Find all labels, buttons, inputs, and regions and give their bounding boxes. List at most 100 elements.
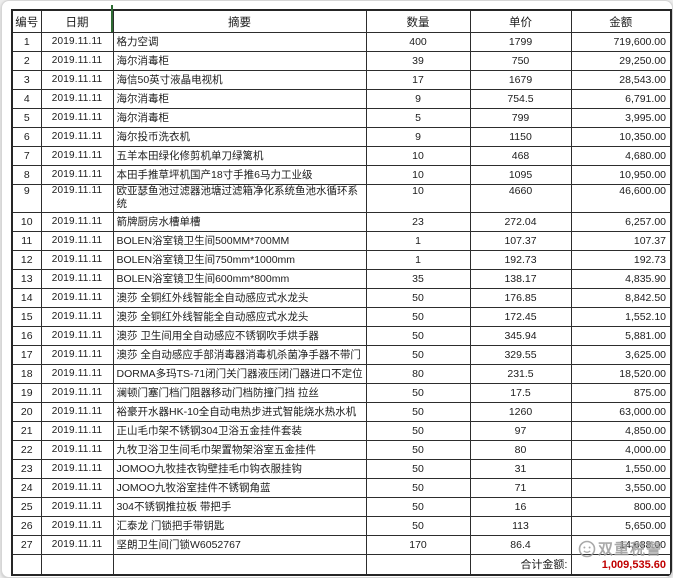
cell-qty[interactable]: 9 (365, 127, 471, 147)
cell-qty[interactable]: 50 (365, 516, 471, 536)
cell-summary[interactable]: 五羊本田绿化修剪机单刀绿篱机 (112, 146, 367, 166)
cell-price[interactable]: 31 (469, 459, 572, 479)
cell-price[interactable]: 754.5 (469, 89, 572, 109)
cell-id[interactable]: 6 (11, 127, 42, 147)
cell-price[interactable]: 172.45 (469, 307, 572, 327)
cell-summary[interactable]: DORMA多玛TS-71闭门关门器液压闭门器进口不定位 (112, 364, 367, 384)
cell-id[interactable]: 12 (11, 250, 42, 270)
cell-amount[interactable]: 46,600.00 (570, 184, 672, 213)
header-summary[interactable]: 摘要 (112, 9, 367, 33)
cell-date[interactable]: 2019.11.11 (40, 184, 114, 213)
cell-qty[interactable]: 50 (365, 288, 471, 308)
cell-amount[interactable]: 192.73 (570, 250, 672, 270)
header-qty[interactable]: 数量 (365, 9, 471, 33)
cell-qty[interactable]: 50 (365, 307, 471, 327)
cell-date[interactable]: 2019.11.11 (40, 108, 114, 128)
cell-amount[interactable]: 6,257.00 (570, 212, 672, 232)
cell-summary[interactable]: 箭牌厨房水槽单槽 (112, 212, 367, 232)
cell-price[interactable]: 345.94 (469, 326, 572, 346)
cell-summary[interactable]: 澳莎 全自动感应手部消毒器消毒机杀菌净手器不带门 (112, 345, 367, 365)
cell-amount[interactable]: 14,688.00 (570, 535, 672, 555)
cell-id[interactable]: 24 (11, 478, 42, 498)
cell-amount[interactable]: 4,835.90 (570, 269, 672, 289)
cell-amount[interactable]: 5,881.00 (570, 326, 672, 346)
cell-id[interactable]: 23 (11, 459, 42, 479)
cell-amount[interactable]: 29,250.00 (570, 51, 672, 71)
cell-date[interactable]: 2019.11.11 (40, 402, 114, 422)
cell-qty[interactable]: 39 (365, 51, 471, 71)
cell-amount[interactable]: 63,000.00 (570, 402, 672, 422)
cell-qty[interactable]: 50 (365, 326, 471, 346)
cell-date[interactable]: 2019.11.11 (40, 212, 114, 232)
cell-price[interactable]: 231.5 (469, 364, 572, 384)
cell-amount[interactable]: 4,850.00 (570, 421, 672, 441)
cell-date[interactable]: 2019.11.11 (40, 146, 114, 166)
cell-date[interactable]: 2019.11.11 (40, 70, 114, 90)
cell-id[interactable]: 9 (11, 184, 42, 213)
cell-summary[interactable]: 澳莎 全铜红外线智能全自动感应式水龙头 (112, 288, 367, 308)
cell-amount[interactable]: 10,350.00 (570, 127, 672, 147)
cell-qty[interactable]: 10 (365, 165, 471, 185)
cell-summary[interactable]: 格力空调 (112, 32, 367, 52)
cell-qty[interactable]: 170 (365, 535, 471, 555)
cell-amount[interactable]: 10,950.00 (570, 165, 672, 185)
cell-qty[interactable]: 9 (365, 89, 471, 109)
cell-qty[interactable]: 50 (365, 478, 471, 498)
cell-amount[interactable]: 875.00 (570, 383, 672, 403)
cell-date[interactable]: 2019.11.11 (40, 383, 114, 403)
cell-price[interactable]: 468 (469, 146, 572, 166)
cell-qty[interactable]: 50 (365, 497, 471, 517)
cell-summary[interactable]: 正山毛巾架不锈钢304卫浴五金挂件套装 (112, 421, 367, 441)
cell-date[interactable]: 2019.11.11 (40, 51, 114, 71)
cell-price[interactable]: 192.73 (469, 250, 572, 270)
cell-id[interactable]: 26 (11, 516, 42, 536)
cell-price[interactable]: 272.04 (469, 212, 572, 232)
cell-id[interactable]: 2 (11, 51, 42, 71)
cell-id[interactable]: 3 (11, 70, 42, 90)
cell-id[interactable]: 5 (11, 108, 42, 128)
cell-summary[interactable]: BOLEN浴室镜卫生间750mm*1000mm (112, 250, 367, 270)
cell-amount[interactable]: 719,600.00 (570, 32, 672, 52)
cell-summary[interactable]: 坚朗卫生间门锁W6052767 (112, 535, 367, 555)
cell-date[interactable]: 2019.11.11 (40, 32, 114, 52)
cell-amount[interactable]: 107.37 (570, 231, 672, 251)
cell-summary[interactable]: 本田手推草坪机国产18寸手推6马力工业级 (112, 165, 367, 185)
cell-amount[interactable]: 28,543.00 (570, 70, 672, 90)
cell-price[interactable]: 138.17 (469, 269, 572, 289)
cell-price[interactable]: 329.55 (469, 345, 572, 365)
cell-id-empty[interactable] (11, 554, 42, 576)
cell-summary[interactable]: 汇泰龙 门锁把手带钥匙 (112, 516, 367, 536)
cell-price[interactable]: 71 (469, 478, 572, 498)
cell-id[interactable]: 20 (11, 402, 42, 422)
cell-date[interactable]: 2019.11.11 (40, 231, 114, 251)
cell-summary[interactable]: 澳莎 卫生间用全自动感应不锈钢吹手烘手器 (112, 326, 367, 346)
cell-price[interactable]: 750 (469, 51, 572, 71)
cell-summary[interactable]: 澳莎 全铜红外线智能全自动感应式水龙头 (112, 307, 367, 327)
cell-amount[interactable]: 4,680.00 (570, 146, 672, 166)
cell-price[interactable]: 86.4 (469, 535, 572, 555)
cell-amount[interactable]: 5,650.00 (570, 516, 672, 536)
cell-qty[interactable]: 80 (365, 364, 471, 384)
cell-summary[interactable]: 澜顿门塞门档门阻器移动门档防撞门挡 拉丝 (112, 383, 367, 403)
cell-date[interactable]: 2019.11.11 (40, 459, 114, 479)
cell-id[interactable]: 7 (11, 146, 42, 166)
cell-summary[interactable]: JOMOO九牧浴室挂件不锈钢角蓝 (112, 478, 367, 498)
cell-date[interactable]: 2019.11.11 (40, 250, 114, 270)
cell-qty[interactable]: 1 (365, 231, 471, 251)
cell-qty[interactable]: 10 (365, 146, 471, 166)
cell-qty[interactable]: 50 (365, 345, 471, 365)
cell-id[interactable]: 27 (11, 535, 42, 555)
cell-summary[interactable]: JOMOO九牧挂衣钩壁挂毛巾钩衣服挂钩 (112, 459, 367, 479)
cell-amount[interactable]: 3,625.00 (570, 345, 672, 365)
cell-amount[interactable]: 3,550.00 (570, 478, 672, 498)
cell-date[interactable]: 2019.11.11 (40, 516, 114, 536)
cell-id[interactable]: 15 (11, 307, 42, 327)
cell-id[interactable]: 18 (11, 364, 42, 384)
cell-id[interactable]: 19 (11, 383, 42, 403)
cell-date[interactable]: 2019.11.11 (40, 497, 114, 517)
cell-summary[interactable]: 海尔投币洗衣机 (112, 127, 367, 147)
header-id[interactable]: 编号 (11, 9, 42, 33)
cell-amount[interactable]: 4,000.00 (570, 440, 672, 460)
cell-date[interactable]: 2019.11.11 (40, 478, 114, 498)
cell-amount[interactable]: 6,791.00 (570, 89, 672, 109)
